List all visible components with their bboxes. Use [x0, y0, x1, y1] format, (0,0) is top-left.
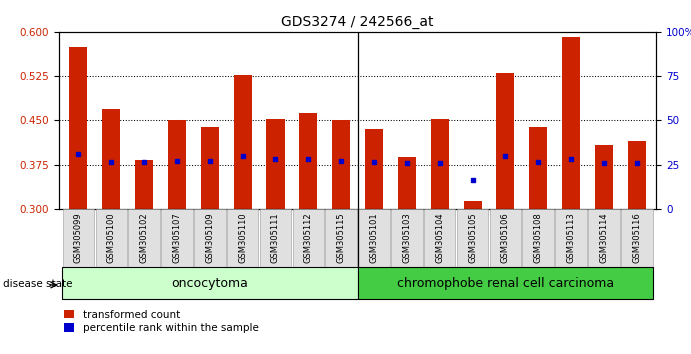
Text: GSM305114: GSM305114: [599, 213, 608, 263]
Text: GSM305105: GSM305105: [468, 213, 477, 263]
Text: GSM305100: GSM305100: [107, 213, 116, 263]
Text: GSM305110: GSM305110: [238, 213, 247, 263]
Bar: [201, 127, 219, 209]
Bar: [161, 209, 193, 267]
Legend: transformed count, percentile rank within the sample: transformed count, percentile rank withi…: [64, 310, 258, 333]
Bar: [424, 209, 455, 267]
Bar: [457, 209, 489, 267]
Text: GSM305112: GSM305112: [304, 213, 313, 263]
Text: GSM305108: GSM305108: [533, 213, 542, 263]
Bar: [588, 209, 620, 267]
Text: GSM305102: GSM305102: [140, 213, 149, 263]
Text: GSM305109: GSM305109: [205, 213, 214, 263]
Text: GSM305116: GSM305116: [632, 213, 641, 263]
Text: GSM305104: GSM305104: [435, 213, 444, 263]
Text: GSM305107: GSM305107: [173, 213, 182, 263]
Bar: [365, 129, 383, 209]
Bar: [292, 209, 324, 267]
Text: GSM305099: GSM305099: [74, 213, 83, 263]
Bar: [430, 119, 448, 209]
Text: oncocytoma: oncocytoma: [171, 277, 248, 290]
Text: GSM305106: GSM305106: [501, 213, 510, 263]
Bar: [556, 209, 587, 267]
Bar: [267, 119, 285, 209]
Bar: [562, 36, 580, 209]
Bar: [325, 209, 357, 267]
Text: GSM305113: GSM305113: [567, 213, 576, 263]
Bar: [63, 209, 94, 267]
Bar: [102, 109, 120, 209]
Bar: [234, 75, 252, 209]
Bar: [135, 160, 153, 209]
Bar: [129, 209, 160, 267]
Bar: [95, 209, 127, 267]
Title: GDS3274 / 242566_at: GDS3274 / 242566_at: [281, 16, 434, 29]
Text: GSM305115: GSM305115: [337, 213, 346, 263]
Text: disease state: disease state: [3, 279, 73, 289]
Bar: [260, 209, 291, 267]
Bar: [595, 145, 613, 209]
Bar: [522, 209, 554, 267]
Bar: [391, 209, 423, 267]
Bar: [490, 209, 521, 267]
Bar: [69, 47, 88, 209]
Bar: [398, 157, 416, 209]
Bar: [358, 267, 653, 299]
Bar: [332, 120, 350, 209]
Bar: [358, 209, 390, 267]
Text: GSM305103: GSM305103: [402, 213, 411, 263]
Bar: [627, 141, 646, 209]
Bar: [227, 209, 258, 267]
Text: chromophobe renal cell carcinoma: chromophobe renal cell carcinoma: [397, 277, 614, 290]
Bar: [496, 73, 514, 209]
Bar: [529, 127, 547, 209]
Bar: [62, 267, 357, 299]
Text: GSM305101: GSM305101: [370, 213, 379, 263]
Bar: [464, 201, 482, 209]
Bar: [621, 209, 652, 267]
Bar: [299, 113, 317, 209]
Text: GSM305111: GSM305111: [271, 213, 280, 263]
Bar: [168, 120, 186, 209]
Bar: [194, 209, 225, 267]
